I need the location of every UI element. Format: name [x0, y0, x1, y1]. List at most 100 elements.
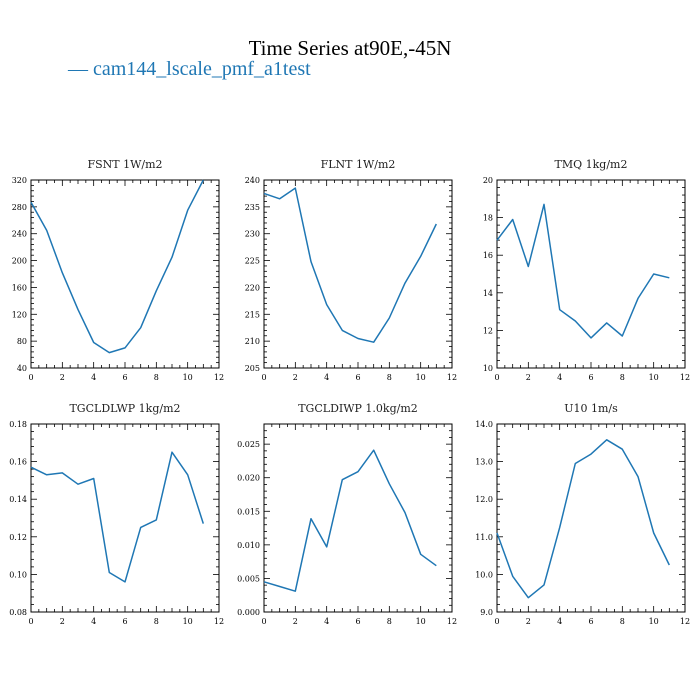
- y-tick-label: 220: [245, 283, 260, 292]
- x-tick-label: 10: [183, 373, 193, 382]
- chart-title: FLNT 1W/m2: [321, 158, 396, 171]
- x-tick-label: 6: [355, 617, 360, 626]
- x-tick-label: 0: [28, 617, 33, 626]
- x-tick-label: 6: [588, 373, 593, 382]
- y-tick-label: 40: [17, 364, 27, 373]
- x-tick-label: 6: [355, 373, 360, 382]
- x-tick-label: 10: [416, 617, 426, 626]
- y-tick-label: 225: [245, 257, 260, 266]
- y-tick-label: 205: [245, 364, 260, 373]
- y-tick-label: 10: [483, 364, 493, 373]
- plot-frame: [496, 423, 686, 613]
- x-tick-label: 0: [494, 373, 499, 382]
- y-tick-label: 0.08: [9, 608, 27, 617]
- legend-line-icon: —: [68, 58, 88, 80]
- x-tick-label: 0: [261, 617, 266, 626]
- y-tick-label: 235: [245, 203, 260, 212]
- chart-panel-6: U10 1m/s 0 2 4 6 8 10 12 9.0 10.0 11.0 12.0 13.0 14.0: [475, 402, 690, 626]
- y-tick-label: 12: [483, 326, 493, 335]
- x-tick-label: 2: [60, 373, 65, 382]
- x-tick-label: 8: [387, 617, 392, 626]
- x-tick-label: 4: [91, 617, 96, 626]
- chart-title: U10 1m/s: [564, 402, 618, 415]
- x-tick-label: 4: [557, 373, 562, 382]
- series-line: [30, 179, 204, 354]
- y-tick-label: 210: [245, 337, 260, 346]
- x-tick-label: 10: [416, 373, 426, 382]
- plot-frame: [30, 423, 220, 613]
- y-tick-label: 120: [12, 310, 27, 319]
- y-tick-label: 0.005: [237, 574, 260, 583]
- x-tick-label: 0: [261, 373, 266, 382]
- x-tick-label: 6: [122, 617, 127, 626]
- y-tick-label: 11.0: [475, 533, 493, 542]
- series-line: [496, 439, 670, 599]
- y-tick-label: 0.000: [237, 608, 260, 617]
- x-tick-label: 2: [293, 617, 298, 626]
- y-tick-label: 0.010: [237, 541, 260, 550]
- y-tick-label: 240: [12, 230, 27, 239]
- x-tick-label: 10: [183, 617, 193, 626]
- chart-panel-3: TMQ 1kg/m2 0 2 4 6 8 10 12 10 12 14 16 18 20: [483, 158, 690, 382]
- x-tick-label: 12: [447, 617, 457, 626]
- y-tick-label: 320: [12, 176, 27, 185]
- chart-title: TMQ 1kg/m2: [555, 158, 628, 171]
- x-tick-label: 2: [526, 373, 531, 382]
- x-tick-label: 4: [324, 617, 329, 626]
- y-tick-label: 14.0: [475, 420, 493, 429]
- series-line: [30, 451, 205, 583]
- y-tick-label: 14: [483, 289, 493, 298]
- plot-frame: [263, 179, 453, 369]
- x-tick-label: 4: [557, 617, 562, 626]
- x-tick-label: 12: [680, 373, 690, 382]
- y-tick-label: 0.10: [9, 570, 27, 579]
- x-tick-label: 8: [154, 617, 159, 626]
- chart-panel-4: TGCLDLWP 1kg/m2 0 2 4 6 8 10 12 0.08 0.10 0.12 0.14…: [9, 402, 224, 626]
- y-tick-label: 16: [483, 251, 493, 260]
- y-tick-label: 80: [17, 337, 27, 346]
- x-tick-label: 0: [28, 373, 33, 382]
- x-tick-label: 12: [447, 373, 457, 382]
- y-tick-label: 0.16: [9, 458, 27, 467]
- y-tick-label: 160: [12, 283, 27, 292]
- y-tick-label: 0.14: [9, 495, 27, 504]
- x-tick-label: 12: [680, 617, 690, 626]
- x-tick-label: 10: [649, 617, 659, 626]
- y-tick-label: 215: [245, 310, 260, 319]
- y-tick-label: 0.025: [237, 440, 260, 449]
- x-tick-label: 12: [214, 617, 224, 626]
- series-line: [496, 203, 670, 339]
- y-tick-label: 13.0: [475, 458, 493, 467]
- chart-title: TGCLDIWP 1.0kg/m2: [298, 402, 418, 415]
- chart-panel-5: TGCLDIWP 1.0kg/m2 0 2 4 6 8 10 12 0.000 0.005 0.01…: [237, 402, 457, 626]
- chart-panel-1: FSNT 1W/m2 0 2 4 6 8 10 12 40 80 120 160 200 240 280 32…: [12, 158, 224, 382]
- y-tick-label: 280: [12, 203, 27, 212]
- x-tick-label: 10: [649, 373, 659, 382]
- series-line: [263, 449, 437, 592]
- chart-panel-2: FLNT 1W/m2 0 2 4 6 8 10 12 205 210 215 220 225 230 235…: [245, 158, 457, 382]
- chart-title: TGCLDLWP 1kg/m2: [69, 402, 180, 415]
- y-tick-label: 10.0: [475, 570, 493, 579]
- y-tick-label: 230: [245, 230, 260, 239]
- x-tick-label: 8: [620, 617, 625, 626]
- x-tick-label: 6: [122, 373, 127, 382]
- chart-title: FSNT 1W/m2: [87, 158, 162, 171]
- legend-label: cam144_lscale_pmf_a1test: [93, 58, 311, 80]
- x-tick-label: 8: [387, 373, 392, 382]
- x-tick-label: 8: [154, 373, 159, 382]
- y-tick-label: 200: [12, 257, 27, 266]
- y-tick-label: 9.0: [480, 608, 493, 617]
- x-tick-label: 6: [588, 617, 593, 626]
- x-tick-label: 2: [293, 373, 298, 382]
- x-tick-label: 0: [494, 617, 499, 626]
- page-title: Time Series at90E,-45N: [248, 36, 452, 60]
- x-tick-label: 8: [620, 373, 625, 382]
- y-tick-label: 240: [245, 176, 260, 185]
- y-tick-label: 0.12: [9, 533, 27, 542]
- x-tick-label: 2: [60, 617, 65, 626]
- y-tick-label: 20: [483, 176, 493, 185]
- x-tick-label: 4: [91, 373, 96, 382]
- x-tick-label: 2: [526, 617, 531, 626]
- x-tick-label: 12: [214, 373, 224, 382]
